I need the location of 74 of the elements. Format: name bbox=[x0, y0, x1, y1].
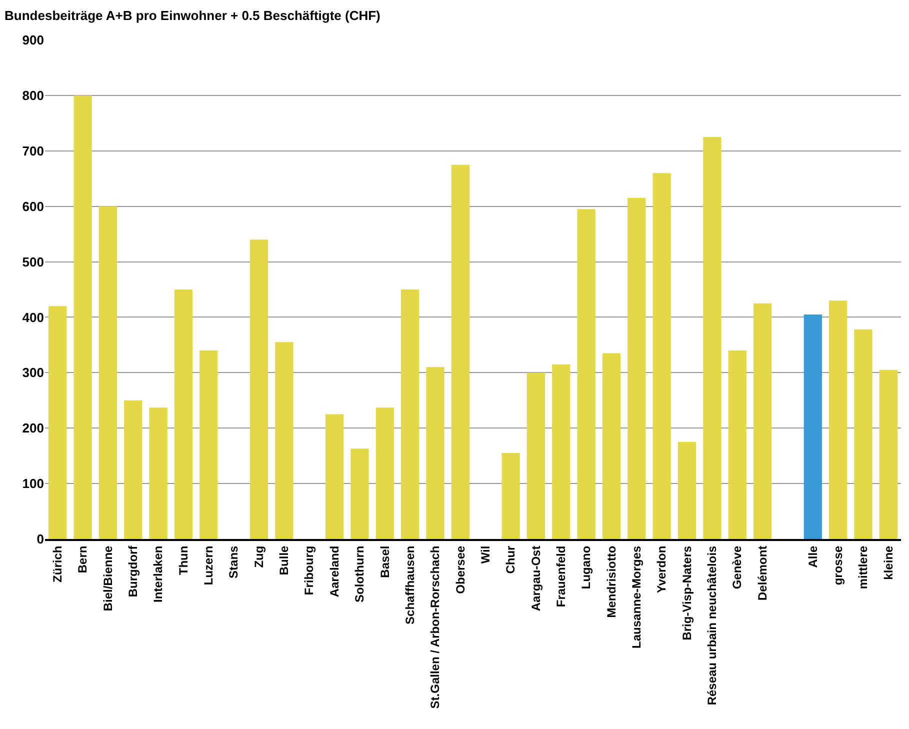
x-tick-label: mittlere bbox=[856, 545, 870, 590]
bar bbox=[552, 364, 570, 539]
bar bbox=[753, 303, 772, 539]
x-tick-label: Luzern bbox=[202, 546, 216, 586]
x-tick-label: Zürich bbox=[50, 546, 64, 582]
x-tick-label: Genève bbox=[730, 545, 744, 590]
x-tick-label: Burgdorf bbox=[126, 544, 140, 598]
x-tick-label: Schaffhausen bbox=[402, 546, 417, 624]
x-tick-label: Alle bbox=[806, 545, 820, 568]
x-tick-label: Obersee bbox=[453, 545, 468, 594]
x-tick-label: Yverdon bbox=[654, 546, 669, 594]
bar bbox=[879, 370, 898, 539]
x-tick-label: Frauenfeld bbox=[554, 546, 568, 608]
x-tick-label: Zug bbox=[252, 546, 266, 568]
bar bbox=[426, 367, 444, 539]
x-tick-label: Chur bbox=[504, 545, 518, 574]
bar bbox=[98, 206, 117, 539]
x-tick-label: Lausanne-Morges bbox=[630, 545, 644, 648]
x-tick-label: Mendrisiotto bbox=[604, 546, 618, 618]
bar bbox=[149, 408, 168, 539]
x-tick-label: Lugano bbox=[579, 546, 594, 590]
bar bbox=[376, 408, 394, 539]
bar bbox=[854, 329, 872, 539]
bar bbox=[48, 306, 67, 539]
x-tick-label: Bulle bbox=[277, 545, 292, 576]
bar bbox=[275, 342, 294, 539]
bar bbox=[124, 400, 142, 539]
bar bbox=[250, 240, 268, 539]
bar bbox=[804, 314, 822, 539]
x-tick-label: Stans bbox=[226, 545, 241, 578]
bar bbox=[628, 198, 646, 539]
chart-title: Bundesbeiträge A+B pro Einwohner + 0.5 Beschäftigte (CHF) bbox=[4, 8, 380, 24]
bar bbox=[703, 137, 722, 539]
bar bbox=[728, 350, 746, 539]
x-tick-label: Fribourg bbox=[302, 546, 316, 596]
x-tick-label: Biel/Bienne bbox=[100, 545, 115, 612]
bar bbox=[829, 300, 848, 539]
x-tick-label: Aargau-Ost bbox=[528, 546, 543, 612]
y-tick-label: 600 bbox=[22, 198, 44, 214]
x-tick-label: Wil bbox=[478, 546, 492, 564]
bar bbox=[200, 350, 218, 539]
y-tick-label: 900 bbox=[22, 32, 44, 48]
y-tick-label: 800 bbox=[22, 88, 44, 103]
bar bbox=[678, 442, 696, 539]
y-tick-label: 500 bbox=[22, 254, 44, 270]
bar bbox=[174, 290, 193, 539]
y-tick-label: 300 bbox=[22, 365, 44, 380]
x-tick-label: grosse bbox=[830, 545, 845, 586]
bar bbox=[652, 173, 671, 539]
bar bbox=[502, 453, 520, 539]
y-tick-label: 700 bbox=[22, 143, 44, 158]
x-tick-label: Thun bbox=[176, 546, 190, 576]
y-tick-label: 100 bbox=[22, 476, 44, 492]
bar bbox=[325, 414, 344, 539]
y-tick-label: 200 bbox=[22, 420, 44, 436]
x-tick-label: Aareland bbox=[327, 546, 342, 598]
x-tick-label: Basel bbox=[378, 546, 392, 578]
x-tick-label: Bern bbox=[76, 546, 90, 574]
x-tick-label: Solothurn bbox=[352, 546, 367, 602]
x-tick-label: Delémont bbox=[755, 546, 770, 600]
y-tick-label: 400 bbox=[22, 310, 44, 325]
bar bbox=[602, 353, 621, 539]
bar bbox=[401, 290, 420, 539]
x-tick-label: St.Gallen / Arbon-Rorschach bbox=[428, 546, 442, 709]
x-tick-label: kleine bbox=[881, 545, 896, 580]
bar bbox=[526, 372, 545, 539]
x-tick-label: Brig-Visp-Naters bbox=[680, 545, 694, 640]
y-tick-label: 0 bbox=[36, 532, 44, 547]
x-tick-label: Interlaken bbox=[151, 546, 166, 603]
bar bbox=[451, 164, 470, 539]
bar bbox=[577, 209, 596, 539]
bar bbox=[350, 448, 369, 539]
bar bbox=[74, 95, 92, 539]
x-tick-label: Réseau urbain neuchâtelois bbox=[705, 545, 720, 706]
